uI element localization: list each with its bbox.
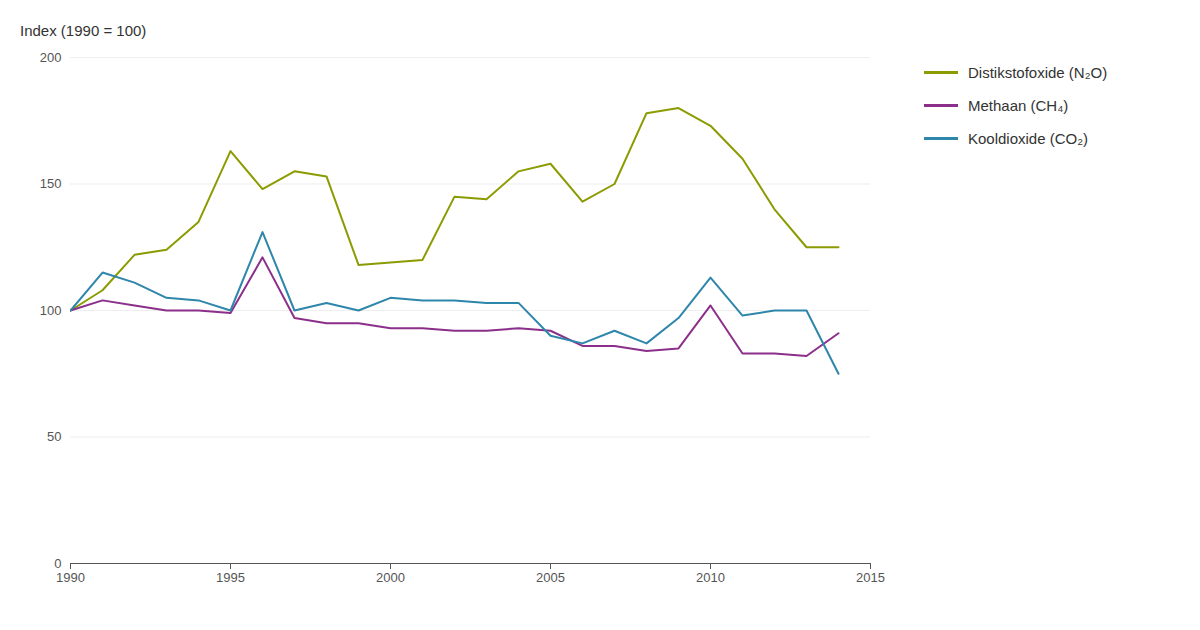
svg-text:2010: 2010 (696, 570, 725, 585)
svg-text:2015: 2015 (856, 570, 885, 585)
svg-text:2005: 2005 (536, 570, 565, 585)
svg-text:150: 150 (40, 176, 62, 191)
svg-text:50: 50 (47, 429, 61, 444)
svg-text:1995: 1995 (216, 570, 245, 585)
svg-text:0: 0 (54, 556, 61, 571)
html-text:Index (1990 = 100): Index (1990 = 100) (20, 22, 147, 39)
svg-text:200: 200 (40, 50, 62, 65)
svg-text:2000: 2000 (376, 570, 405, 585)
html-text:Methaan (CH₄): Methaan (CH₄) (968, 97, 1069, 114)
html-text:Kooldioxide (CO₂): Kooldioxide (CO₂) (968, 130, 1088, 147)
svg-text:100: 100 (40, 303, 62, 318)
svg-text:1990: 1990 (56, 570, 85, 585)
html-text:Distikstofoxide (N₂O): Distikstofoxide (N₂O) (968, 64, 1108, 81)
